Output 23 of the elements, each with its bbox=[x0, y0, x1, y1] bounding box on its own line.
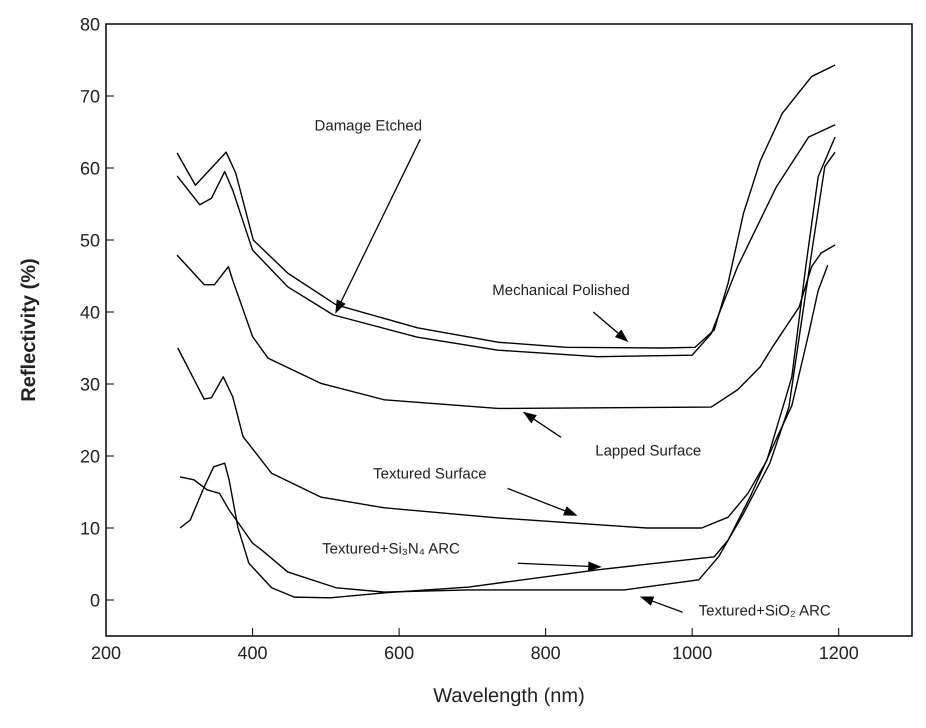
y-tick-label: 80 bbox=[80, 14, 100, 34]
x-tick-label: 1000 bbox=[672, 642, 712, 663]
x-tick-label: 200 bbox=[90, 642, 122, 663]
y-tick-label: 50 bbox=[80, 230, 100, 250]
annotation: Textured+Si₃N₄ ARC bbox=[322, 540, 460, 558]
annotation: Lapped Surface bbox=[595, 442, 702, 460]
y-axis-title: Reflectivity (%) bbox=[18, 258, 40, 402]
y-tick-label: 70 bbox=[80, 86, 100, 106]
annotation: Textured+SiO₂ ARC bbox=[698, 602, 831, 620]
annotation: Textured Surface bbox=[373, 466, 487, 482]
y-tick-label: 20 bbox=[80, 446, 100, 466]
annotation: Damage Etched bbox=[314, 118, 422, 135]
x-tick-label: 1200 bbox=[818, 642, 859, 663]
y-tick-label: 30 bbox=[80, 374, 100, 394]
y-tick-label: 60 bbox=[80, 158, 100, 178]
y-tick-label: 40 bbox=[80, 302, 100, 322]
annotation: Mechanical Polished bbox=[492, 282, 630, 299]
y-tick-label: 10 bbox=[80, 518, 100, 538]
x-axis-title: Wavelength (nm) bbox=[433, 685, 585, 707]
x-tick-label: 400 bbox=[238, 642, 268, 663]
x-tick-label: 600 bbox=[384, 642, 414, 663]
x-tick-label: 800 bbox=[530, 642, 561, 663]
y-tick-label: 0 bbox=[90, 590, 100, 610]
